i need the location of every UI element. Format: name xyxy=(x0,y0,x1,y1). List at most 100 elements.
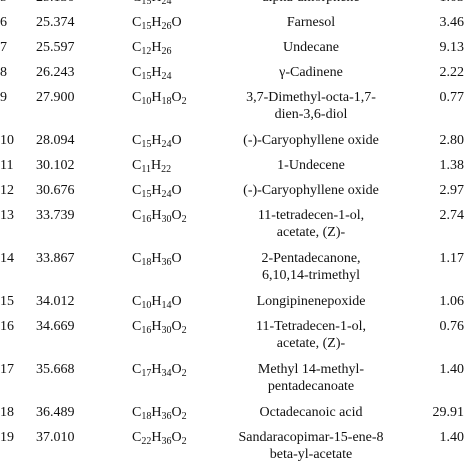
compound-name-line: 11-tetradecen-1-ol, xyxy=(257,208,365,223)
formula-element: O xyxy=(171,183,182,198)
formula-subscript: 24 xyxy=(161,139,172,150)
compound-name: Longipinenepoxide xyxy=(206,291,416,316)
formula-subscript: 22 xyxy=(161,164,172,175)
retention-time: 25.130 xyxy=(18,0,106,12)
compound-name: 1-Undecene xyxy=(206,155,416,180)
compound-name-line: Longipinenepoxide xyxy=(256,294,366,309)
row-number: 18 xyxy=(0,405,14,420)
compound-name: Methyl 14-methyl-pentadecanoate xyxy=(206,359,416,402)
table-row: 13 33.739 C16H30O2 11-tetradecen-1-ol, aceta… xyxy=(0,205,474,248)
row-number: 15 xyxy=(0,294,14,309)
molecular-formula: C16H30O2 xyxy=(106,205,206,248)
formula-element: H xyxy=(151,65,162,80)
compound-name-line: Undecane xyxy=(283,40,339,55)
table-row: 14 33.867 C18H36O 2-Pentadecanone, 6,10,14-t… xyxy=(0,248,474,291)
formula-element: H xyxy=(151,294,162,309)
compound-name-line: Sandaracopimar-15-ene-8 xyxy=(238,430,384,445)
compound-name-line: alpha-amorphene xyxy=(206,0,416,6)
formula-subscript: 2 xyxy=(181,214,187,225)
formula-subscript: 15 xyxy=(141,139,152,150)
formula-element: O xyxy=(171,319,182,334)
row-number: 8 xyxy=(0,65,7,80)
table-row: 19 37.010 C22H36O2 Sandaracopimar-15-ene-8 b… xyxy=(0,427,474,470)
formula-element: C xyxy=(132,251,142,266)
formula-subscript: 36 xyxy=(161,436,172,447)
formula-element: C xyxy=(132,208,142,223)
retention-time: 39.236 xyxy=(18,470,106,474)
retention-time: 33.867 xyxy=(36,251,75,266)
compound-name-line: Octadecanoic acid xyxy=(259,405,363,420)
compound-name: 3,7-Dimethyl-octa-1,7- dien-3,6-diol xyxy=(206,87,416,130)
peak-area-percent: 1.17 xyxy=(439,251,465,266)
formula-element: C xyxy=(132,65,142,80)
compound-name: 11-tetradecen-1-ol, acetate, (Z)- xyxy=(206,205,416,248)
formula-subscript: 16 xyxy=(141,325,152,336)
compound-name: γ-Cadinene xyxy=(206,62,416,87)
formula-element: H xyxy=(151,15,162,30)
table-row: 2039.236CHO6-Octadecenoic acid1.0 xyxy=(0,470,474,474)
row-number: 20 xyxy=(0,470,18,474)
table-row: 17 35.668 C17H34O2 Methyl 14-methyl-pentade… xyxy=(0,359,474,402)
table-row: 18 36.489 C18H36O2 Octadecanoic acid 29.91 xyxy=(0,402,474,427)
formula-element: H xyxy=(151,133,162,148)
peak-area-percent: 1.40 xyxy=(439,362,465,377)
compound-name: 2-Pentadecanone, 6,10,14-trimethyl xyxy=(206,248,416,291)
row-number: 9 xyxy=(0,90,7,105)
formula-subscript: 24 xyxy=(161,0,172,7)
formula-element: C xyxy=(132,362,142,377)
table-row: 15 34.012 C10H14O Longipinenepoxide 1.06 xyxy=(0,291,474,316)
compound-name: Sandaracopimar-15-ene-8 beta-yl-acetate xyxy=(206,427,416,470)
formula-subscript: 36 xyxy=(161,257,172,268)
molecular-formula: C10H14O xyxy=(106,291,206,316)
compound-name-line: pentadecanoate xyxy=(267,379,355,394)
formula-element: H xyxy=(151,405,162,420)
formula-subscript: 22 xyxy=(141,436,152,447)
compound-name-line: 2-Pentadecanone, xyxy=(261,251,361,266)
compound-name-line: acetate, (Z)- xyxy=(276,336,346,351)
row-number: 7 xyxy=(0,40,7,55)
formula-subscript: 18 xyxy=(141,411,152,422)
compound-name-line: dien-3,6-diol xyxy=(274,107,348,122)
molecular-formula: C17H34O2 xyxy=(106,359,206,402)
formula-element: C xyxy=(132,405,142,420)
molecular-formula: C16H30O2 xyxy=(106,316,206,359)
formula-subscript: 2 xyxy=(181,411,187,422)
formula-element: C xyxy=(132,430,142,445)
table-row: 8 26.243 C15H24 γ-Cadinene 2.22 xyxy=(0,62,474,87)
molecular-formula: C18H36O2 xyxy=(106,402,206,427)
formula-element: O xyxy=(171,90,182,105)
molecular-formula: C15H24 xyxy=(106,0,206,12)
compound-name: (-)-Caryophyllene oxide xyxy=(206,180,416,205)
formula-element: H xyxy=(151,183,162,198)
formula-subscript: 14 xyxy=(161,300,172,311)
row-number: 12 xyxy=(0,183,14,198)
row-number: 14 xyxy=(0,251,14,266)
retention-time: 28.094 xyxy=(36,133,75,148)
molecular-formula: C15H24 xyxy=(106,62,206,87)
peak-area-percent: 1.40 xyxy=(439,430,465,445)
formula-subscript: 2 xyxy=(181,96,187,107)
compound-name: (-)-Caryophyllene oxide xyxy=(206,130,416,155)
formula-element: C xyxy=(132,15,142,30)
compound-name-line: (-)-Caryophyllene oxide xyxy=(243,133,379,148)
compound-name-line: (-)-Caryophyllene oxide xyxy=(243,183,379,198)
formula-subscript: 15 xyxy=(141,71,152,82)
formula-subscript: 26 xyxy=(161,21,172,32)
formula-subscript: 15 xyxy=(141,0,152,7)
formula-element: O xyxy=(171,294,182,309)
peak-area-percent: 2.74 xyxy=(439,208,465,223)
formula-subscript: 34 xyxy=(161,368,172,379)
peak-area-percent: 2.97 xyxy=(439,183,465,198)
formula-element: C xyxy=(132,319,142,334)
formula-subscript: 24 xyxy=(161,189,172,200)
compound-name: Undecane xyxy=(206,37,416,62)
formula-subscript: 12 xyxy=(141,46,152,57)
formula-subscript: 11 xyxy=(141,164,151,175)
row-number: 6 xyxy=(0,15,7,30)
retention-time: 30.102 xyxy=(36,158,75,173)
compound-name: Farnesol xyxy=(206,12,416,37)
table-row: 11 30.102 C11H22 1-Undecene 1.38 xyxy=(0,155,474,180)
molecular-formula: C15H26O xyxy=(106,12,206,37)
formula-element: O xyxy=(171,133,182,148)
formula-subscript: 2 xyxy=(181,436,187,447)
